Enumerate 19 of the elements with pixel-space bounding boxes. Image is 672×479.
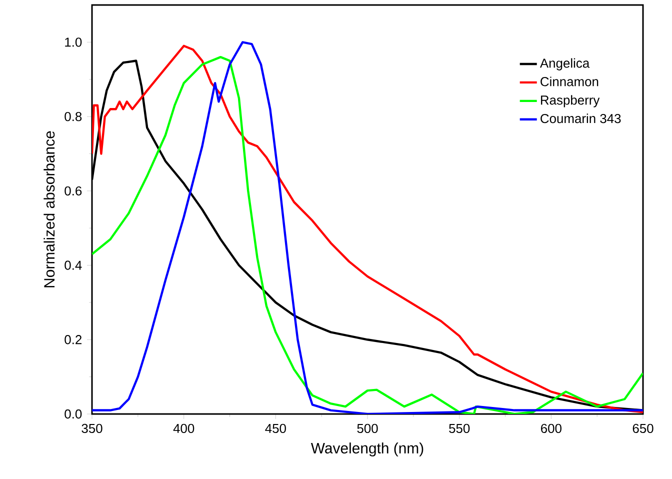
y-tick-label: 1.0: [65, 38, 82, 47]
y-tick-label: 0.2: [64, 335, 82, 344]
y-tick-label: 0.0: [64, 409, 82, 419]
y-tick-label: 0.4: [64, 260, 82, 270]
legend-label: Angelica: [540, 58, 590, 70]
legend-label: Cinnamon: [540, 76, 598, 86]
x-tick-label: 400: [173, 424, 194, 434]
x-tick-label: 650: [632, 424, 654, 434]
y-tick-label: 0.8: [64, 112, 82, 122]
legend-label: Raspberry: [541, 95, 600, 108]
x-tick-label: 350: [82, 424, 102, 434]
legend-label: Coumarin 343: [540, 114, 621, 124]
x-tick-label: 500: [357, 424, 378, 434]
x-tick-label: 550: [449, 424, 470, 434]
x-tick-label: 600: [541, 424, 562, 434]
y-axis-title: Normalized absorbance: [44, 131, 55, 288]
x-axis-title: Wavelength (nm): [310, 442, 424, 456]
x-tick-label: 450: [265, 424, 286, 434]
y-tick-label: 0.6: [64, 186, 82, 196]
